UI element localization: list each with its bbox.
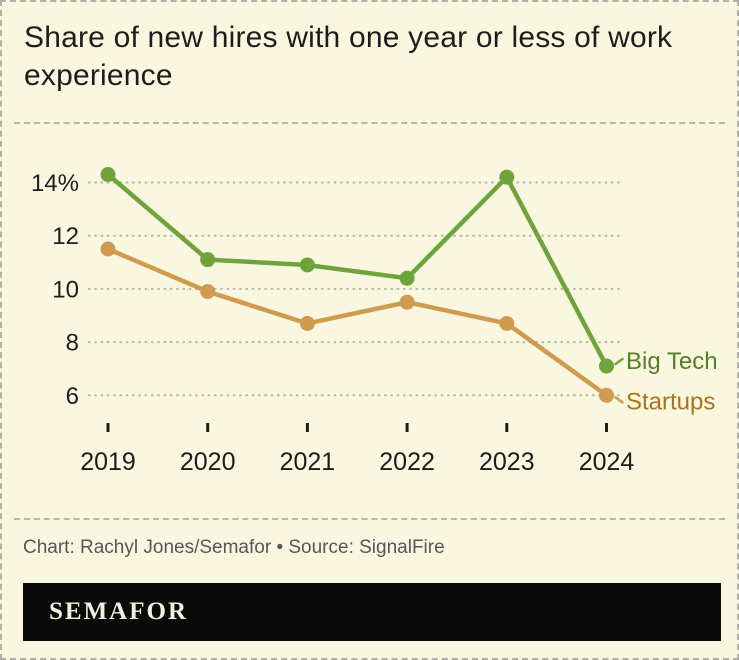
series-line-big-tech: [105, 172, 609, 369]
line-chart: 14% 12 10 8 6 2019 2020 2021 2022 2023 2024 Big Tec…: [31, 167, 718, 476]
data-point: [100, 241, 116, 257]
chart-title: Share of new hires with one year or less…: [24, 21, 673, 92]
data-point: [100, 167, 116, 183]
x-axis-label: 2019: [80, 448, 136, 476]
footer-divider: [14, 518, 725, 520]
data-point: [599, 387, 614, 403]
label-connector: [614, 357, 624, 366]
data-point: [599, 358, 614, 374]
x-axis-label: 2022: [379, 448, 435, 476]
series-label-big-tech: Big Tech: [626, 348, 718, 375]
y-axis-label: 8: [66, 330, 79, 357]
y-axis-label: 12: [52, 223, 79, 250]
semafor-logo-bar: SEMAFOR: [23, 583, 721, 641]
data-point: [399, 270, 415, 286]
data-point: [499, 169, 515, 185]
data-point: [200, 284, 216, 300]
x-axis-label: 2024: [579, 448, 635, 476]
y-axis-label: 6: [66, 383, 79, 410]
data-point: [299, 315, 315, 331]
data-point: [399, 294, 415, 310]
credit-line: Chart: Rachyl Jones/Semafor • Source: Si…: [23, 537, 445, 558]
series-label-startups: Startups: [626, 388, 715, 415]
x-axis-label: 2020: [180, 448, 236, 476]
data-point: [499, 315, 515, 331]
y-axis-label: 14%: [31, 170, 79, 197]
semafor-wordmark: SEMAFOR: [49, 598, 188, 625]
label-connector: [614, 396, 624, 404]
y-axis-label: 10: [52, 276, 79, 303]
series-line-startups: [105, 246, 609, 398]
x-axis-label: 2023: [479, 448, 535, 476]
data-point: [200, 252, 216, 268]
title-divider: [14, 122, 725, 124]
data-point: [299, 257, 315, 273]
x-axis-label: 2021: [280, 448, 336, 476]
